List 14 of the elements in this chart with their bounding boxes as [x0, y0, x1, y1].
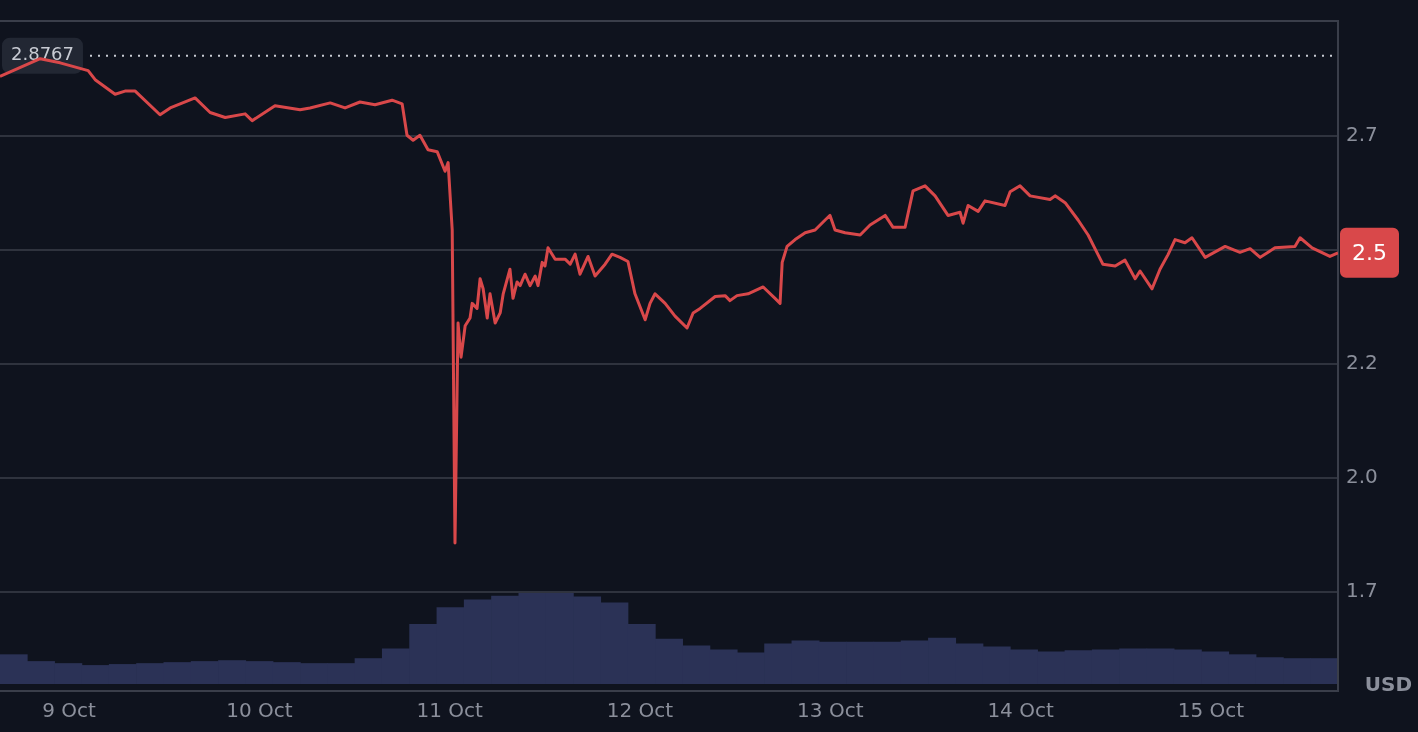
x-tick-label: 11 Oct [416, 698, 484, 723]
x-tick-label: 10 Oct [226, 698, 293, 723]
annotation: 2.5 [1351, 239, 1387, 265]
x-tick-label: 15 Oct [1177, 698, 1245, 723]
x-tick-label: 14 Oct [987, 698, 1054, 723]
ref-line-label: 2.8767 [11, 43, 74, 65]
y-tick-label: 1.7 [1346, 577, 1378, 602]
y-tick-label: 2.7 [1346, 122, 1378, 147]
x-tick-label: 12 Oct [606, 698, 674, 723]
x-tick-label: 9 Oct [42, 698, 97, 723]
y-tick-label: 2.0 [1346, 464, 1378, 489]
x-tick-label: 13 Oct [797, 698, 864, 723]
y-tick-label: 2.2 [1346, 350, 1378, 375]
text: USD [1364, 672, 1412, 697]
